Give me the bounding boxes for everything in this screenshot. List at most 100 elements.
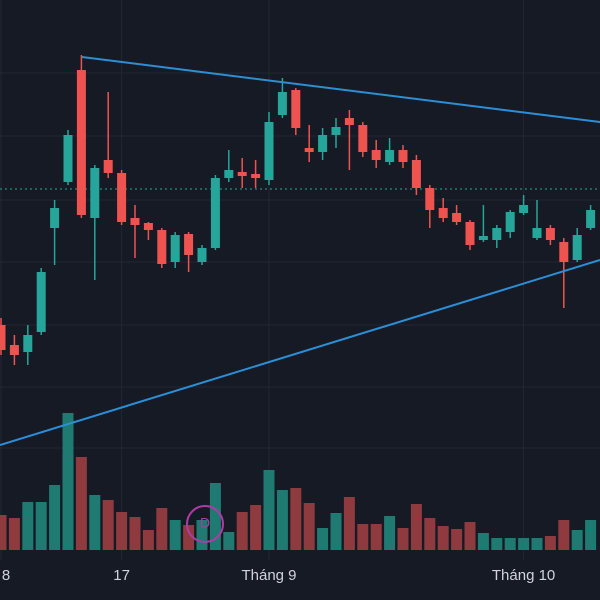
volume-bar — [8, 518, 20, 550]
volume-bar — [317, 528, 329, 550]
volume-bar — [209, 483, 221, 550]
volume-bar — [424, 518, 436, 550]
grid — [0, 0, 600, 560]
candle-body — [90, 168, 100, 218]
candle-body — [452, 213, 462, 222]
volume-bar — [518, 538, 530, 550]
volume-bar — [142, 530, 154, 550]
candle-body — [251, 174, 261, 178]
volume-bar — [477, 533, 489, 550]
volume-bar — [370, 524, 382, 550]
candle-body — [478, 236, 488, 240]
candle-body — [0, 325, 6, 350]
volume-bar — [491, 538, 503, 550]
candle-body — [237, 172, 247, 176]
x-axis: 8 17 Tháng 9 Tháng 10 — [2, 567, 555, 584]
candle-body — [492, 228, 502, 240]
x-tick-label: Tháng 10 — [492, 567, 555, 584]
candle-body — [76, 70, 86, 215]
volume-bar — [437, 526, 449, 550]
candle-body — [411, 160, 421, 188]
candle-body — [36, 272, 46, 332]
volume-bar — [183, 525, 195, 550]
candle-body — [103, 160, 113, 173]
candle-body — [304, 148, 314, 152]
candle-body — [465, 222, 475, 245]
volume-bar — [544, 536, 556, 550]
volume-bar — [384, 516, 396, 550]
x-tick-label: 17 — [113, 567, 130, 584]
candle-body — [117, 173, 127, 222]
candle-body — [63, 135, 73, 182]
candle-body — [358, 125, 368, 152]
volume-bar — [250, 505, 262, 550]
candle-body — [331, 127, 341, 135]
volume-bar — [49, 485, 61, 550]
volume-bar — [35, 502, 47, 550]
candle-body — [130, 218, 140, 225]
volume-bar — [343, 497, 355, 550]
candle-body — [170, 235, 180, 262]
volume-bar — [22, 502, 34, 550]
candle-body — [545, 228, 555, 240]
marker-label: D — [200, 515, 210, 531]
volume-bar — [263, 470, 275, 550]
candle-body — [586, 210, 596, 228]
candle-body — [23, 335, 33, 352]
candle-body — [344, 118, 354, 125]
volume-bar — [290, 488, 302, 550]
candle-body — [291, 90, 301, 128]
volume-bar — [558, 520, 570, 550]
volume-bar — [451, 529, 463, 550]
candle-body — [572, 235, 582, 260]
candle-body — [197, 248, 207, 262]
candle-body — [425, 188, 435, 210]
volume-pane — [0, 413, 597, 550]
volume-bar — [585, 520, 597, 550]
volume-bar — [410, 504, 422, 550]
candle-body — [50, 208, 60, 228]
candle-body — [438, 208, 448, 218]
candles — [0, 55, 596, 365]
candle-body — [559, 242, 569, 262]
event-marker: D — [186, 505, 224, 543]
candle-body — [9, 345, 19, 355]
candle-body — [143, 223, 153, 230]
volume-bar — [276, 490, 288, 550]
candle-body — [532, 228, 542, 238]
volume-bar — [102, 500, 114, 550]
volume-bar — [357, 524, 369, 550]
volume-bar — [464, 522, 476, 550]
volume-bar — [397, 528, 409, 550]
candle-body — [224, 170, 234, 178]
volume-bar — [89, 495, 101, 550]
volume-bar — [156, 508, 168, 550]
volume-bar — [330, 513, 342, 550]
candle-body — [519, 205, 529, 213]
trend-line-lower — [0, 259, 600, 446]
volume-bar — [116, 512, 128, 550]
candle-body — [184, 234, 194, 255]
x-tick-label: 8 — [2, 567, 10, 584]
candle-body — [264, 122, 274, 180]
candle-body — [157, 230, 167, 264]
trend-line-upper — [81, 56, 600, 123]
candle-body — [318, 135, 328, 152]
volume-bar — [303, 503, 315, 550]
volume-bar — [129, 517, 141, 550]
candle-body — [371, 150, 381, 160]
candle-body — [385, 150, 395, 162]
volume-bar — [0, 515, 7, 550]
candle-body — [505, 212, 515, 232]
x-tick-label: Tháng 9 — [241, 567, 296, 584]
volume-bar — [196, 520, 208, 550]
volume-bar — [236, 512, 248, 550]
volume-bar — [571, 530, 583, 550]
candle-body — [398, 150, 408, 162]
volume-bar — [169, 520, 181, 550]
volume-bar — [223, 532, 235, 550]
volume-bar — [75, 457, 87, 550]
volume-bar — [504, 538, 516, 550]
candle-body — [277, 92, 287, 115]
